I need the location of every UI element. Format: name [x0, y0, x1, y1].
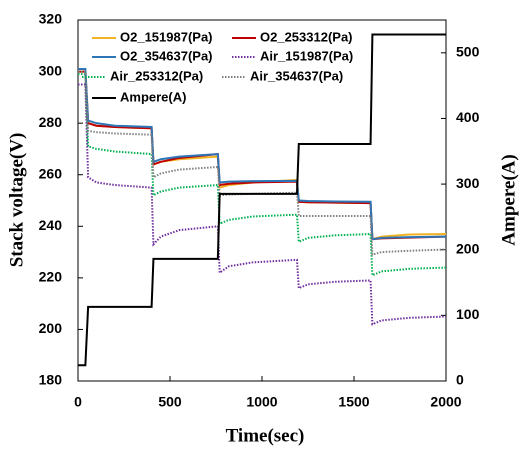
legend-label: Ampere(A) — [120, 89, 186, 104]
y2-tick-label: 400 — [456, 109, 480, 125]
x-tick-label: 1000 — [246, 394, 277, 410]
y-tick-label: 280 — [39, 114, 63, 130]
y-tick-label: 260 — [39, 165, 63, 181]
series-line — [78, 83, 447, 326]
x-tick-label: 1500 — [338, 394, 369, 410]
legend-label: Air_253312(Pa) — [110, 68, 203, 83]
legend-label: O2_354637(Pa) — [120, 48, 213, 63]
y2-tick-label: 0 — [456, 372, 464, 388]
y2-tick-label: 200 — [456, 240, 480, 256]
legend-label: Air_354637(Pa) — [250, 68, 343, 83]
legend-label: O2_253312(Pa) — [260, 29, 353, 44]
y2-tick-label: 100 — [456, 306, 480, 322]
y-axis-title: Stack voltage(V) — [6, 133, 27, 268]
y-tick-label: 180 — [39, 372, 63, 388]
y-tick-label: 320 — [39, 11, 63, 27]
y-tick-label: 240 — [39, 217, 63, 233]
x-tick-label: 0 — [74, 394, 82, 410]
legend-label: Air_151987(Pa) — [260, 48, 353, 63]
y2-axis-title: Ampere(A) — [498, 154, 519, 245]
y-tick-label: 300 — [39, 62, 63, 78]
x-tick-label: 2000 — [430, 394, 461, 410]
y2-tick-label: 500 — [456, 44, 480, 60]
series-line — [78, 33, 446, 367]
y2-tick-label: 300 — [456, 175, 480, 191]
y-tick-label: 200 — [39, 320, 63, 336]
legend-label: O2_151987(Pa) — [120, 29, 213, 44]
x-axis-title: Time(sec) — [226, 425, 305, 446]
y-tick-label: 220 — [39, 269, 63, 285]
x-tick-label: 500 — [158, 394, 182, 410]
series-line — [78, 73, 447, 277]
series-line — [78, 70, 447, 256]
